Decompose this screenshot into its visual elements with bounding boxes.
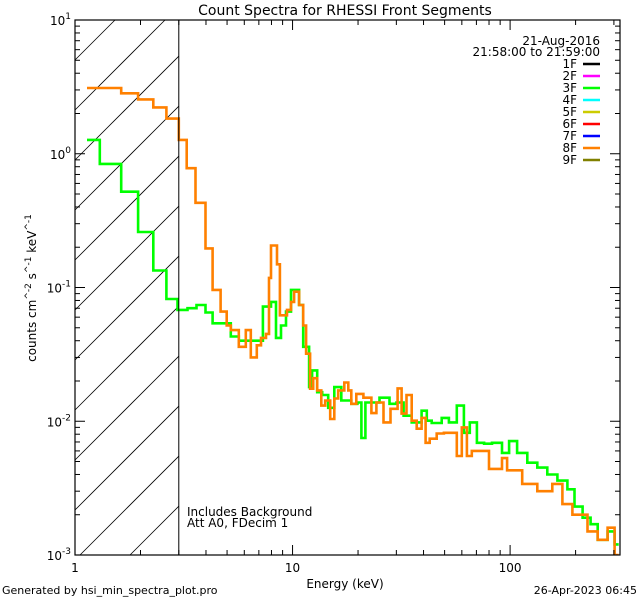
y-axis-label: counts cm^-2 s^-1 keV^-1	[24, 214, 39, 362]
series-group	[87, 86, 619, 555]
hatch-line	[74, 405, 180, 511]
legend-label: 8F	[562, 141, 577, 155]
legend-label: 2F	[562, 69, 577, 83]
hatch-line	[74, 105, 180, 211]
chart-title: Count Spectra for RHESSI Front Segments	[198, 3, 492, 19]
hatch-line	[74, 55, 180, 161]
x-tick-labels: 1 10 100	[71, 561, 521, 575]
hatch-line	[129, 505, 180, 556]
y-tick-label: 10-2	[47, 413, 71, 429]
annotation-attenuator: Att A0, FDecim 1	[187, 516, 288, 530]
series-8F	[87, 86, 619, 555]
x-tick-label: 10	[285, 561, 300, 575]
legend-label: 9F	[562, 153, 577, 167]
hatch-line	[74, 305, 180, 411]
x-tick-label: 100	[499, 561, 522, 575]
plot-frame	[74, 19, 621, 556]
y-tick-label: 10-1	[47, 280, 71, 296]
hatch-line	[74, 255, 180, 361]
y-tick-labels: 101 100 10-1 10-2 10-3	[47, 12, 72, 563]
excluded-region-hatch	[74, 19, 180, 556]
hatch-line	[74, 355, 180, 461]
hatch-line	[74, 205, 180, 311]
series-3F	[87, 138, 619, 546]
legend-label: 4F	[562, 93, 577, 107]
legend-label: 7F	[562, 129, 577, 143]
legend-date: 21-Aug-2016	[522, 34, 600, 48]
axes	[74, 19, 621, 556]
x-tick-label: 1	[71, 561, 79, 575]
legend-time-range: 21:58:00 to 21:59:00	[473, 45, 600, 59]
legend-label: 6F	[562, 117, 577, 131]
annotation-background: Includes Background	[187, 505, 312, 519]
y-tick-label: 10-3	[47, 547, 71, 563]
footer-timestamp: 26-Apr-2023 06:45	[534, 584, 637, 597]
legend-label: 5F	[562, 105, 577, 119]
hatch-line	[74, 155, 180, 261]
y-tick-label: 101	[50, 12, 71, 28]
hatch-line	[74, 19, 116, 61]
hatch-line	[79, 455, 180, 556]
legend-label: 3F	[562, 81, 577, 95]
legend-label: 1F	[562, 57, 577, 71]
y-tick-label: 100	[50, 146, 71, 162]
hatch-line	[74, 19, 166, 111]
x-axis-label: Energy (keV)	[306, 577, 383, 591]
footer-generated-by: Generated by hsi_min_spectra_plot.pro	[2, 584, 218, 597]
